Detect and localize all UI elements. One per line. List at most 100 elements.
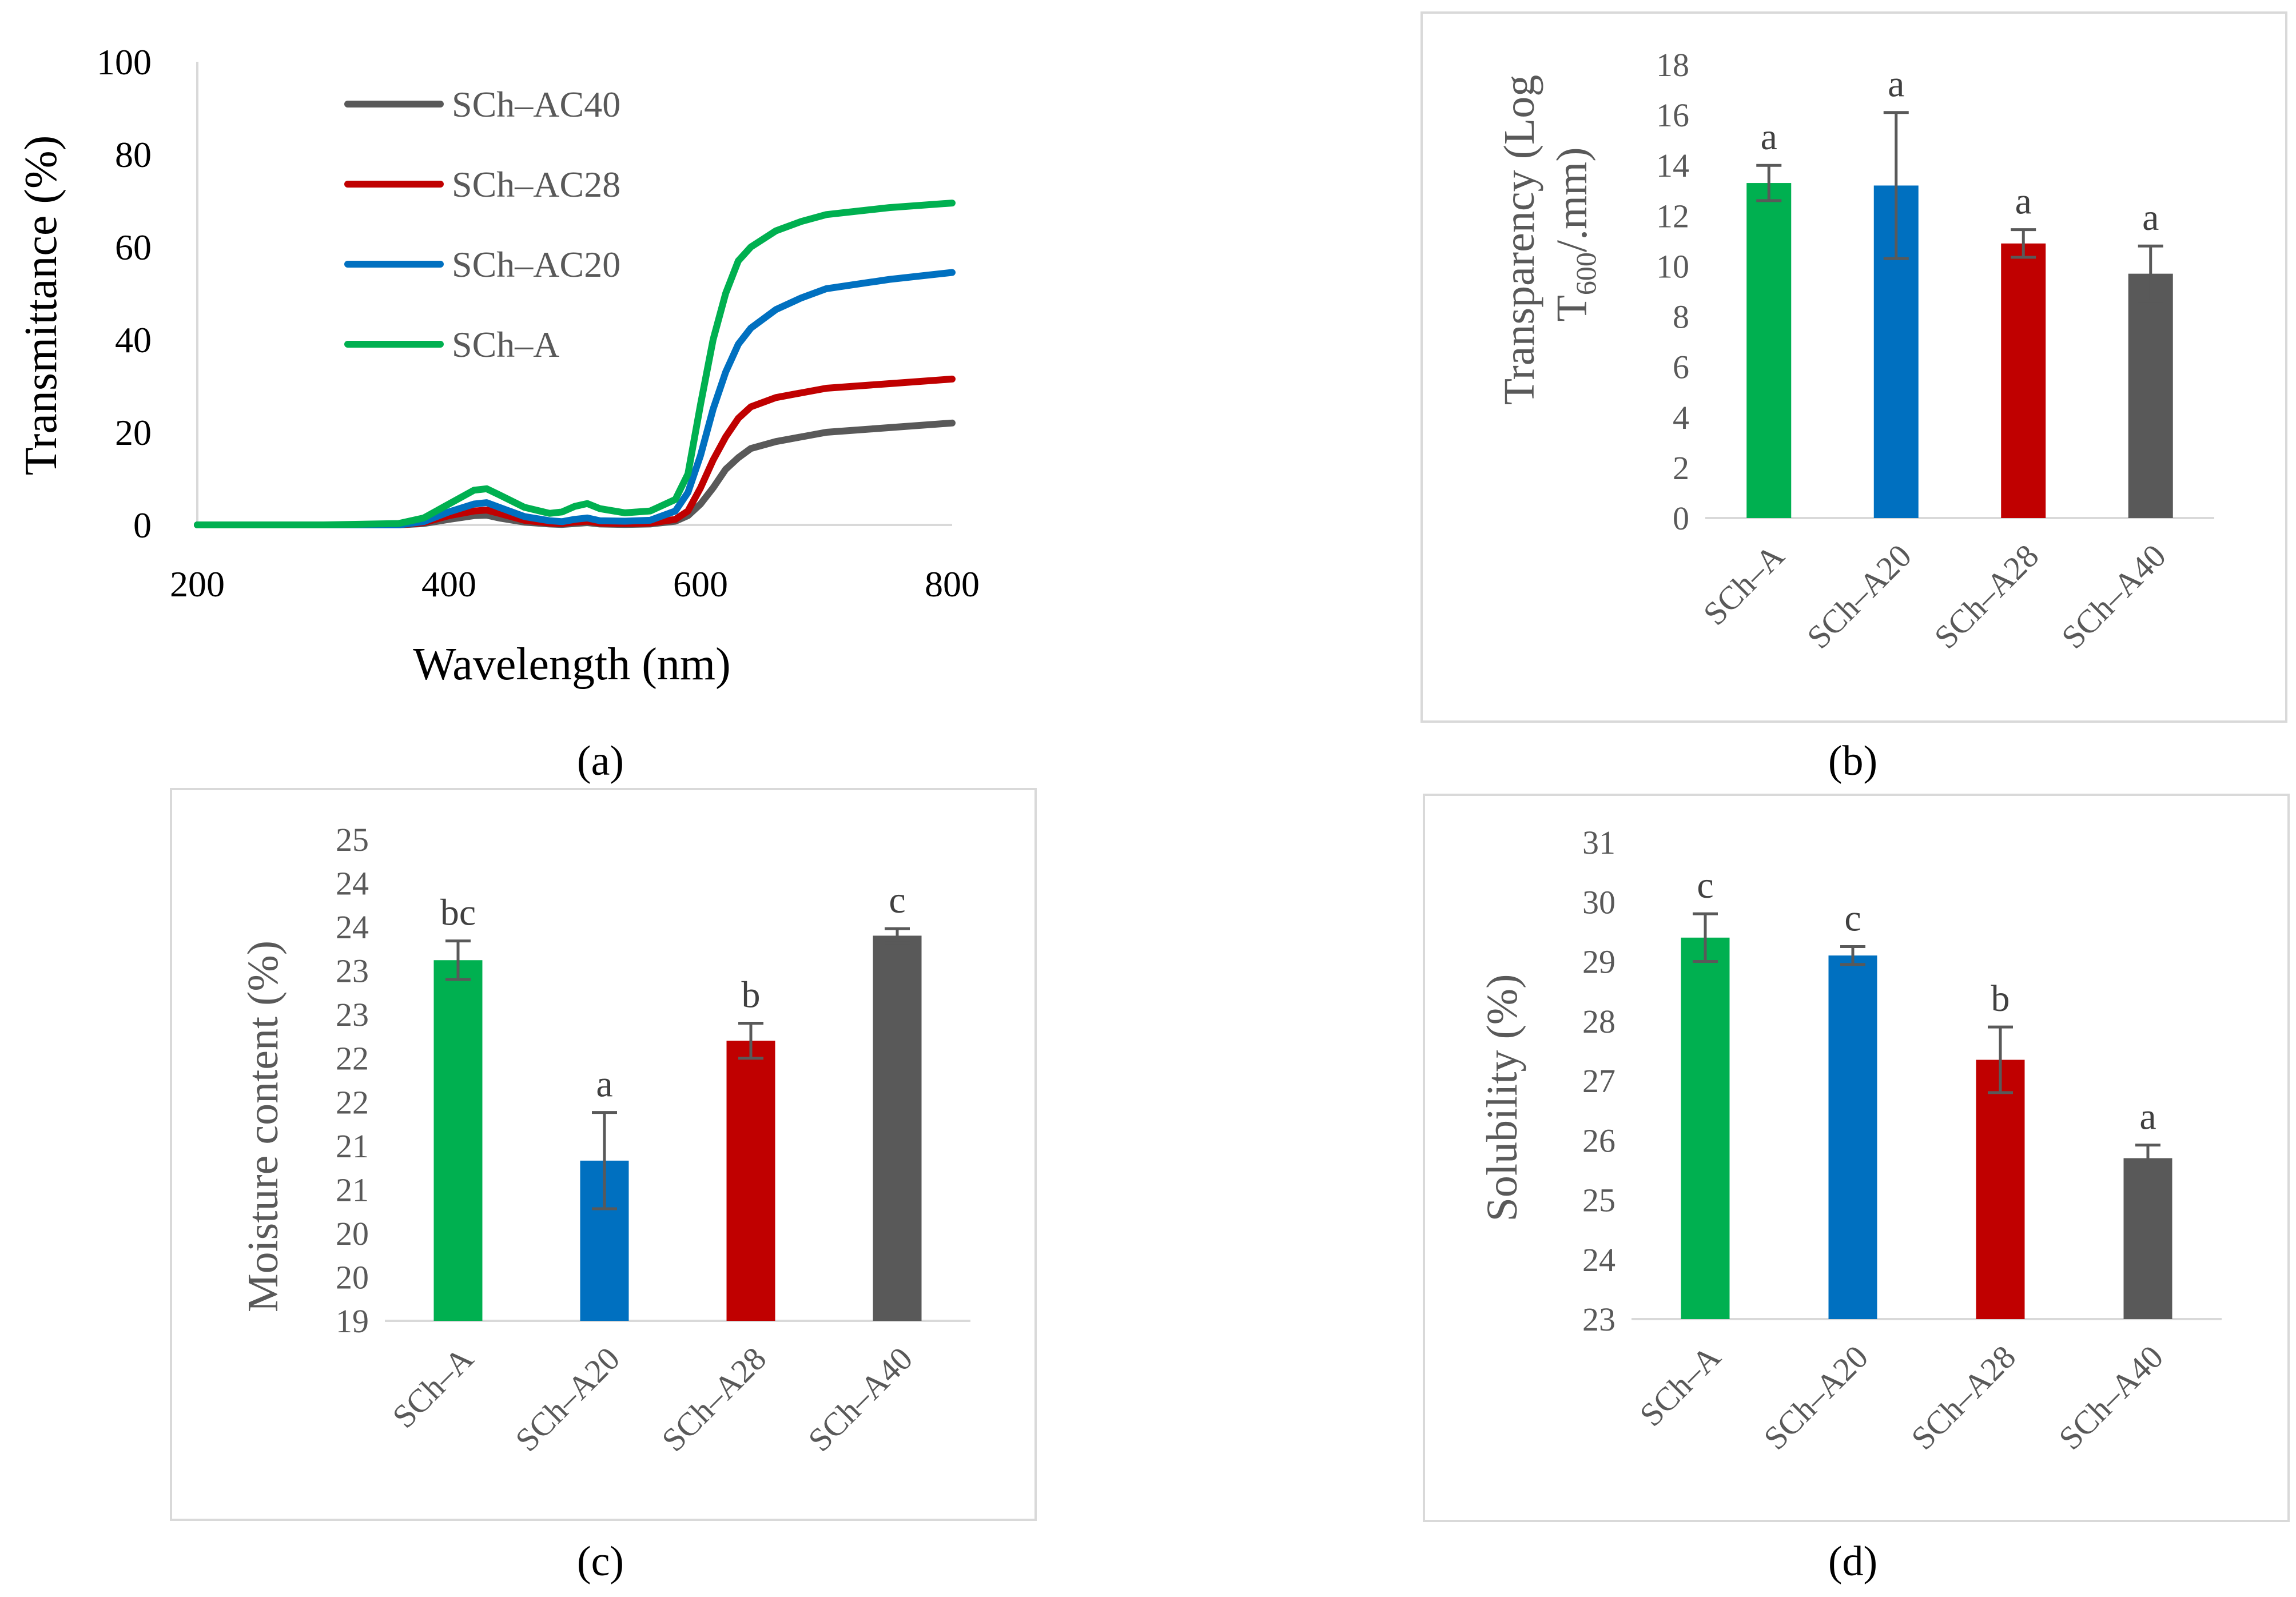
y-tick-label: 19 (336, 1303, 369, 1340)
axes: 23 24 25 26 27 28 29 30 31 SCh–A SCh–A20 SCh–A28 SCh… (1582, 824, 2222, 1457)
bars: c c b a (1681, 865, 2172, 1319)
y-tick-label: 8 (1673, 298, 1689, 336)
y-tick-label: 0 (1673, 500, 1689, 537)
x-tick-label: SCh–A20 (1800, 537, 1919, 656)
significance-letter: a (596, 1064, 612, 1105)
y-axis-label-line1: Transparency (Log (1495, 75, 1543, 405)
legend-entry: SCh–AC40 (452, 84, 620, 125)
y-axis-label: Transmittance (%) (16, 136, 66, 476)
bar-SCh–A40 (873, 935, 922, 1321)
y-axis-label: Solubility (%) (1478, 974, 1526, 1222)
panel-label-a: (a) (577, 738, 624, 784)
x-tick-label: SCh–A (385, 1340, 480, 1435)
y-tick-label: 4 (1673, 399, 1689, 436)
y-tick-label: 21 (336, 1128, 369, 1165)
y-tick-label: 14 (1656, 147, 1689, 184)
x-tick-label: SCh–A28 (654, 1340, 773, 1459)
y-tick-label: 27 (1582, 1062, 1615, 1100)
y-tick-label: 24 (336, 909, 369, 946)
x-tick-label: SCh–A40 (2054, 537, 2173, 656)
y-tick-label: 60 (115, 227, 152, 268)
y-tick-label: 26 (1582, 1122, 1615, 1159)
y-tick-label: 28 (1582, 1003, 1615, 1040)
bar-SCh–A (433, 960, 483, 1321)
y-tick-label: 6 (1673, 349, 1689, 386)
series-line-SCh–A (194, 200, 956, 528)
x-axis-label: Wavelength (nm) (413, 639, 731, 690)
bar-SCh–A28 (726, 1041, 775, 1321)
x-tick-label: 400 (421, 564, 476, 604)
x-tick-label: SCh–A40 (801, 1340, 920, 1459)
bar-SCh–A28 (1976, 1060, 2025, 1319)
y-tick-label: 21 (336, 1171, 369, 1208)
y-tick-label: 2 (1673, 449, 1689, 487)
bar-SCh–A (1746, 183, 1792, 518)
x-tick-label: SCh–A20 (1756, 1338, 1875, 1457)
panel-label-d: (d) (1828, 1538, 1877, 1585)
x-tick-label: SCh–A40 (2051, 1338, 2170, 1457)
significance-letter: c (1697, 865, 1713, 906)
significance-letter: bc (440, 892, 476, 934)
y-tick-label: 0 (133, 505, 152, 545)
y-tick-label: 18 (1656, 46, 1689, 83)
y-tick-label: 25 (1582, 1182, 1615, 1219)
x-tick-label: SCh–A28 (1904, 1338, 2023, 1457)
significance-letter: c (889, 879, 905, 921)
y-tick-label: 100 (97, 42, 152, 82)
y-axis-label: Transparency (Log T600/.mm) (1495, 64, 1602, 405)
panel-b-frame (1420, 11, 2287, 723)
legend-entry: SCh–A (452, 324, 560, 365)
significance-letter: a (2139, 1096, 2156, 1138)
y-tick-label: 29 (1582, 943, 1615, 981)
panel-d-frame (1423, 794, 2290, 1522)
bar-SCh–A40 (2123, 1158, 2172, 1319)
series-lines (194, 200, 956, 528)
y-tick-label: 22 (336, 1084, 369, 1121)
x-tick-label: 200 (170, 564, 225, 604)
y-tick-label: 40 (115, 320, 152, 360)
x-tick-label: SCh–A20 (508, 1340, 627, 1459)
x-tick-label: SCh–A28 (1927, 537, 2046, 656)
legend: SCh–AC40 SCh–AC28 SCh–AC20 SCh–A (344, 84, 620, 365)
y-tick-label: 24 (336, 865, 369, 902)
series-line-SCh–AC20 (194, 269, 956, 528)
bars: a a a a (1746, 63, 2173, 518)
panel-label-c: (c) (577, 1538, 624, 1585)
y-tick-label: 23 (1582, 1301, 1615, 1338)
y-tick-label: 10 (1656, 248, 1689, 285)
y-axis-label-line2-pre: T (1548, 295, 1596, 321)
y-tick-label: 25 (336, 821, 369, 858)
legend-entry: SCh–AC20 (452, 244, 620, 285)
y-tick-label: 30 (1582, 883, 1615, 921)
x-tick-label: SCh–A (1632, 1338, 1728, 1433)
y-axis-label: Moisture content (%) (239, 941, 287, 1312)
y-tick-label: 16 (1656, 97, 1689, 134)
bar-SCh–A20 (1828, 955, 1877, 1319)
significance-letter: a (1888, 63, 1904, 105)
significance-letter: a (2142, 197, 2159, 238)
x-tick-label: 600 (673, 564, 728, 604)
y-tick-label: 24 (1582, 1241, 1615, 1279)
bar-SCh–A28 (2001, 243, 2046, 518)
y-tick-label: 31 (1582, 824, 1615, 861)
significance-letter: b (1991, 978, 2010, 1019)
significance-letter: b (742, 974, 761, 1015)
panel-c-frame (170, 788, 1037, 1521)
y-tick-label: 12 (1656, 197, 1689, 234)
chart-transmittance: 0 20 40 60 80 100 200 400 600 800 SCh–AC40 SCh–AC2… (16, 42, 980, 690)
bar-SCh–A40 (2128, 273, 2173, 518)
y-tick-label: 23 (336, 996, 369, 1033)
bar-SCh–A (1681, 937, 1730, 1319)
y-tick-label: 20 (115, 412, 152, 453)
panel-label-b: (b) (1828, 738, 1877, 784)
significance-letter: a (1761, 116, 1777, 158)
y-tick-label: 20 (336, 1259, 369, 1296)
y-tick-label: 22 (336, 1040, 369, 1077)
significance-letter: c (1844, 897, 1861, 939)
x-tick-label: SCh–A (1696, 537, 1792, 632)
significance-letter: a (2015, 181, 2032, 222)
y-axis-label-line2-sub: 600 (1570, 252, 1602, 295)
